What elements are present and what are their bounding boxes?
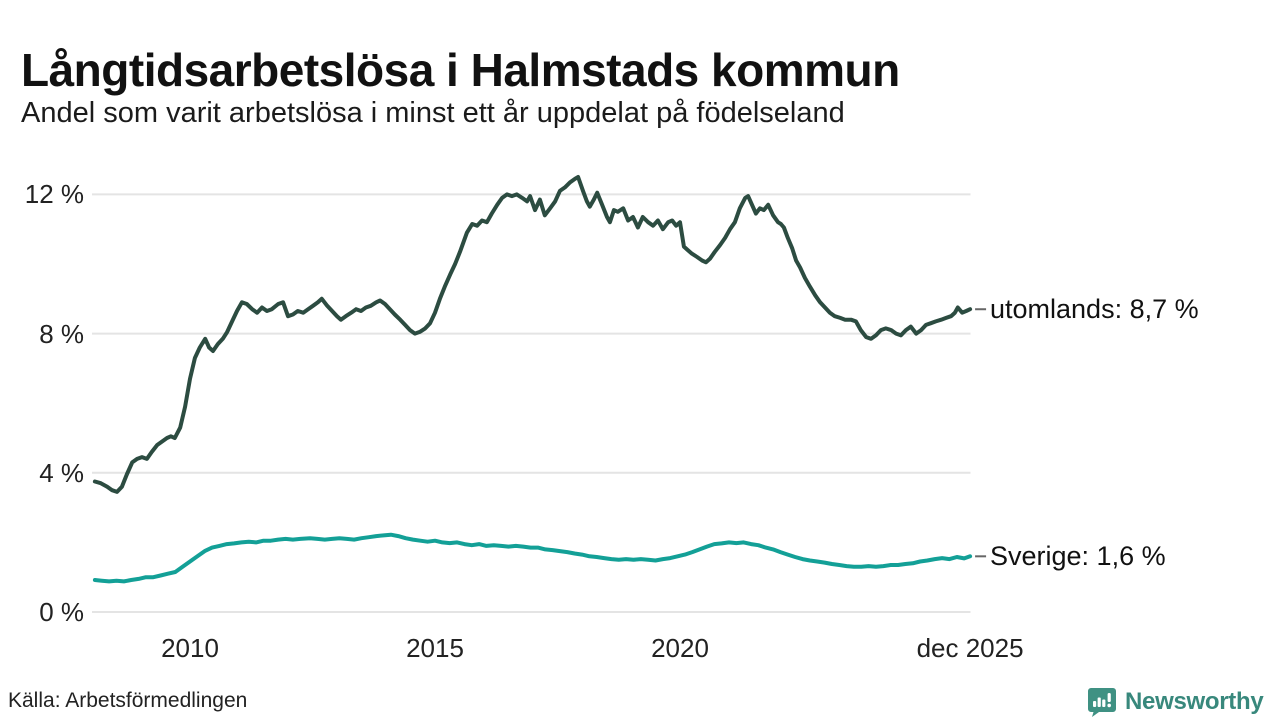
x-tick-2020: 2020 xyxy=(651,633,709,663)
y-tick-4: 4 % xyxy=(39,457,84,488)
newsworthy-speech-bubble-chart-icon xyxy=(1088,688,1116,717)
y-tick-12: 12 % xyxy=(24,179,84,210)
source-attribution: Källa: Arbetsförmedlingen xyxy=(8,689,248,712)
chart-title: Långtidsarbetslösa i Halmstads kommun xyxy=(21,43,900,96)
newsworthy-wordmark: Newsworthy xyxy=(1125,688,1264,715)
y-tick-8: 8 % xyxy=(39,318,84,349)
series-line-Sverige xyxy=(92,532,973,584)
x-tick-2015: 2015 xyxy=(406,633,464,663)
series-end-label-sverige: Sverige: 1,6 % xyxy=(990,541,1166,572)
newsworthy-brand: Newsworthy xyxy=(1086,686,1264,718)
y-tick-0: 0 % xyxy=(39,597,84,627)
series-end-label-utomlands: utomlands: 8,7 % xyxy=(990,294,1199,325)
series-line-utomlands xyxy=(92,175,973,494)
chart-subtitle: Andel som varit arbetslösa i minst ett å… xyxy=(21,97,845,129)
x-tick-2010: 2010 xyxy=(161,633,219,663)
x-tick-dec-2025: dec 2025 xyxy=(916,633,1024,663)
